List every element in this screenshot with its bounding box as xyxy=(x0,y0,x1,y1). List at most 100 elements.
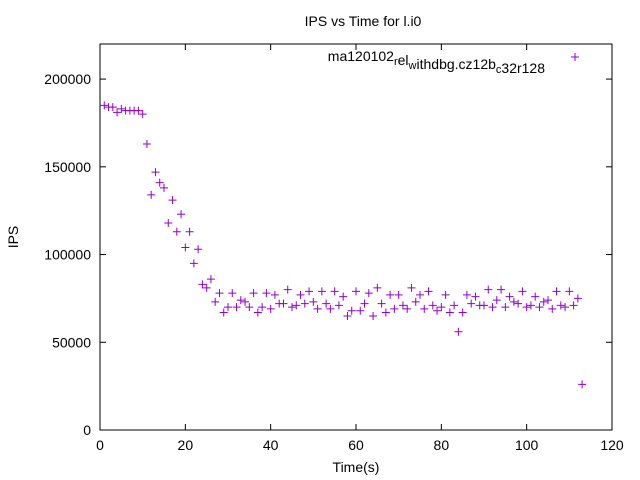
data-point xyxy=(437,303,446,312)
x-tick-label: 60 xyxy=(348,437,364,453)
data-point xyxy=(296,290,305,299)
data-point xyxy=(164,218,173,227)
data-point xyxy=(177,210,186,219)
data-point xyxy=(283,285,292,294)
data-point xyxy=(356,306,365,315)
data-point xyxy=(270,290,279,299)
data-point xyxy=(172,227,181,236)
data-point xyxy=(266,304,275,313)
legend: ma120102relwithdbg.cz12bc32r128 xyxy=(328,48,579,76)
y-axis-title: IPS xyxy=(5,226,21,249)
data-point xyxy=(381,308,390,317)
data-point xyxy=(181,243,190,252)
data-point xyxy=(471,292,480,301)
data-point xyxy=(224,303,232,312)
data-point xyxy=(561,303,570,312)
data-point xyxy=(232,303,241,312)
data-point xyxy=(343,311,352,320)
data-point xyxy=(526,301,535,310)
data-points xyxy=(100,101,587,389)
data-point xyxy=(253,308,262,317)
data-point xyxy=(108,103,117,112)
x-tick-label: 0 xyxy=(96,437,104,453)
data-point xyxy=(565,287,574,296)
data-point xyxy=(441,290,450,299)
y-tick-label: 200000 xyxy=(44,71,91,87)
data-point xyxy=(360,299,369,308)
data-point xyxy=(548,304,557,313)
data-point xyxy=(573,294,582,303)
plot-area xyxy=(99,43,613,431)
plot-border xyxy=(99,43,613,431)
data-point xyxy=(450,301,459,310)
data-point xyxy=(369,311,378,320)
data-point xyxy=(433,306,442,315)
data-point xyxy=(497,285,506,294)
data-point xyxy=(462,290,471,299)
data-point xyxy=(352,287,360,296)
data-point xyxy=(134,106,143,115)
data-point xyxy=(138,110,147,119)
data-point xyxy=(142,140,151,149)
data-point xyxy=(398,301,407,310)
data-point xyxy=(403,304,412,313)
data-point xyxy=(377,299,386,308)
y-axis: 0 50000 100000 150000 200000 xyxy=(44,71,612,438)
data-point xyxy=(300,299,309,308)
data-point xyxy=(544,296,552,305)
data-point xyxy=(347,306,356,315)
legend-marker xyxy=(571,53,579,61)
data-point xyxy=(416,290,424,299)
data-point xyxy=(228,289,237,298)
data-point xyxy=(147,190,156,199)
data-point xyxy=(202,283,211,292)
data-point xyxy=(219,308,228,317)
x-axis-title: Time(s) xyxy=(333,459,380,475)
data-point xyxy=(501,303,510,312)
legend-label: ma120102relwithdbg.cz12bc32r128 xyxy=(328,48,545,76)
data-point xyxy=(390,304,399,313)
chart-title: IPS vs Time for l.i0 xyxy=(305,13,422,29)
data-point xyxy=(155,178,164,187)
data-point xyxy=(113,108,122,117)
data-point xyxy=(578,380,587,389)
data-point xyxy=(262,289,271,298)
x-axis: 0 20 40 60 80 100 120 xyxy=(96,44,624,453)
x-tick-label: 80 xyxy=(434,437,450,453)
x-tick-label: 120 xyxy=(600,437,624,453)
data-point xyxy=(194,245,203,254)
data-point xyxy=(317,287,326,296)
data-point xyxy=(407,283,416,292)
y-tick-label: 100000 xyxy=(44,247,91,263)
data-point xyxy=(245,303,254,312)
x-tick-label: 20 xyxy=(178,437,194,453)
data-point xyxy=(420,304,429,313)
data-point xyxy=(531,292,540,301)
data-point xyxy=(322,299,331,308)
data-point xyxy=(330,287,339,296)
data-point xyxy=(535,303,544,312)
data-point xyxy=(211,297,220,306)
x-tick-label: 100 xyxy=(515,437,539,453)
data-point xyxy=(185,227,194,236)
data-point xyxy=(556,301,565,310)
data-point xyxy=(241,297,250,306)
data-point xyxy=(206,275,215,284)
data-point xyxy=(117,104,126,113)
y-tick-label: 50000 xyxy=(52,334,91,350)
data-point xyxy=(215,289,224,298)
data-point xyxy=(151,168,160,177)
data-point xyxy=(279,299,288,308)
x-tick-label: 40 xyxy=(263,437,279,453)
data-point xyxy=(189,259,198,268)
data-point xyxy=(258,303,267,312)
data-point xyxy=(518,287,527,296)
data-point xyxy=(488,303,497,312)
data-point xyxy=(480,301,488,310)
data-point xyxy=(522,303,531,312)
data-point xyxy=(313,304,322,313)
data-point xyxy=(569,301,578,310)
y-tick-label: 0 xyxy=(83,422,91,438)
data-point xyxy=(292,301,301,310)
